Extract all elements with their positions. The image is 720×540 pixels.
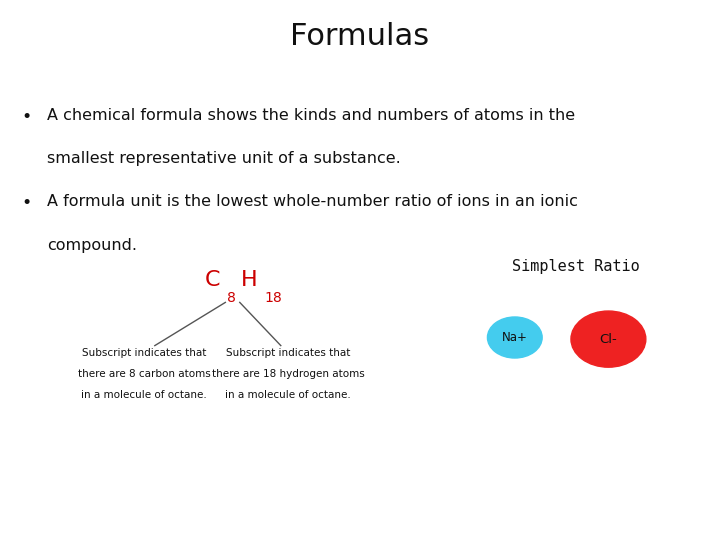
Text: Simplest Ratio: Simplest Ratio bbox=[512, 259, 640, 274]
Circle shape bbox=[571, 311, 646, 367]
Text: there are 18 hydrogen atoms: there are 18 hydrogen atoms bbox=[212, 369, 364, 380]
Text: Subscript indicates that: Subscript indicates that bbox=[226, 348, 350, 359]
Text: there are 8 carbon atoms: there are 8 carbon atoms bbox=[78, 369, 210, 380]
Text: Na+: Na+ bbox=[502, 331, 528, 344]
Text: A formula unit is the lowest whole-number ratio of ions in an ionic: A formula unit is the lowest whole-numbe… bbox=[47, 194, 577, 210]
Text: •: • bbox=[22, 108, 32, 126]
Text: •: • bbox=[22, 194, 32, 212]
Text: Cl-: Cl- bbox=[600, 333, 617, 346]
Text: 18: 18 bbox=[264, 292, 282, 306]
Text: C: C bbox=[205, 270, 221, 290]
Text: A chemical formula shows the kinds and numbers of atoms in the: A chemical formula shows the kinds and n… bbox=[47, 108, 575, 123]
Text: Subscript indicates that: Subscript indicates that bbox=[82, 348, 206, 359]
Text: H: H bbox=[241, 270, 258, 290]
Text: smallest representative unit of a substance.: smallest representative unit of a substa… bbox=[47, 151, 400, 166]
Text: Formulas: Formulas bbox=[290, 22, 430, 51]
Text: 8: 8 bbox=[227, 292, 235, 306]
Text: compound.: compound. bbox=[47, 238, 137, 253]
Circle shape bbox=[487, 317, 542, 358]
Text: in a molecule of octane.: in a molecule of octane. bbox=[81, 390, 207, 401]
Text: in a molecule of octane.: in a molecule of octane. bbox=[225, 390, 351, 401]
